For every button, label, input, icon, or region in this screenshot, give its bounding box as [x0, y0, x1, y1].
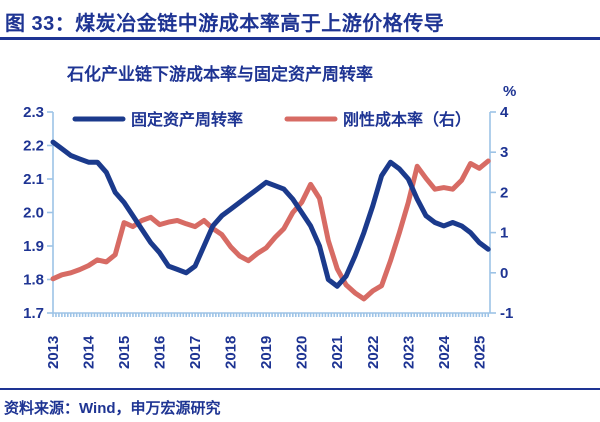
left-axis-label: 2.3	[23, 104, 44, 121]
right-axis-label: 4	[500, 104, 509, 121]
x-axis-label: 2023	[400, 336, 417, 369]
left-axis-label: 1.8	[23, 272, 44, 289]
right-axis-label: 2	[500, 184, 508, 201]
x-axis-label: 2013	[45, 336, 62, 369]
left-axis-label: 2.2	[23, 138, 44, 155]
x-axis-label: 2022	[365, 336, 382, 369]
x-axis-label: 2016	[152, 336, 169, 369]
right-axis-label: 3	[500, 144, 508, 161]
x-axis-label: 2017	[187, 336, 204, 369]
axes: 2.3 2.2 2.1 2.0 1.9 1.8 1.7 4 3 2 1 0 -1 2013 2014 2015…	[23, 104, 513, 369]
legend-label: 刚性成本率（右）	[343, 110, 471, 129]
legend: 固定资产周转率 刚性成本率（右）	[72, 110, 471, 129]
figure-title: 图 33：煤炭冶金链中游成本率高于上游价格传导	[5, 13, 445, 35]
x-axis-label: 2020	[294, 336, 311, 369]
turnover-line-path	[50, 139, 491, 289]
title-underline	[0, 37, 600, 40]
right-axis-label: -1	[500, 305, 513, 322]
source-note: 资料来源：Wind，申万宏源研究	[4, 400, 221, 417]
legend-label: 固定资产周转率	[131, 110, 243, 129]
left-axis-label: 2.0	[23, 205, 44, 222]
x-axis-label: 2014	[81, 335, 98, 369]
source-divider	[0, 388, 600, 390]
right-axis-label: 1	[500, 225, 508, 242]
chart-title: 石化产业链下游成本率与固定资产周转率	[67, 65, 373, 84]
cost-line-path	[50, 158, 491, 302]
x-axis-label: 2018	[223, 336, 240, 369]
x-axis-label: 2025	[471, 336, 488, 369]
x-axis-label: 2015	[116, 336, 133, 369]
x-axis-label: 2019	[258, 336, 275, 369]
left-axis-label: 2.1	[23, 171, 44, 188]
right-axis-label: 0	[500, 265, 508, 282]
left-axis-label: 1.7	[23, 305, 44, 322]
series-lines	[50, 139, 491, 302]
x-axis-label: 2024	[436, 335, 453, 369]
x-axis-label: 2021	[329, 336, 346, 369]
right-axis-unit-label: %	[503, 83, 517, 100]
left-axis-label: 1.9	[23, 238, 44, 255]
